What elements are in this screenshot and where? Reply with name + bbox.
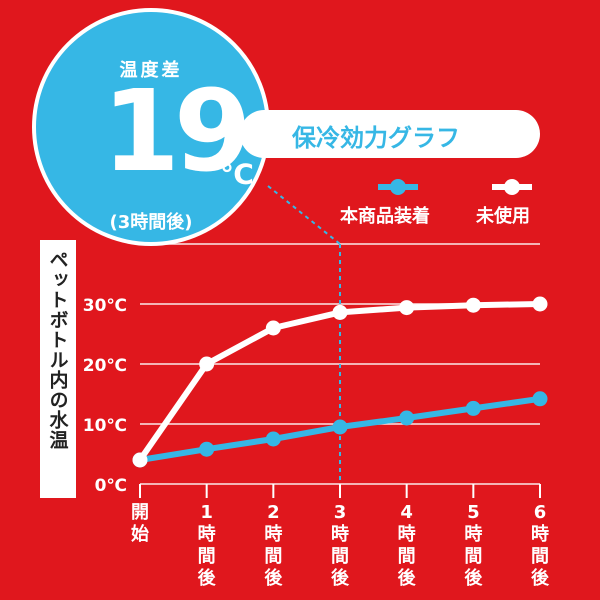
y-tick-label: 30℃ <box>83 296 127 316</box>
badge-label: 温度差 <box>119 60 183 81</box>
y-axis-label-box: ペットボトル内の水温 <box>40 240 76 498</box>
badge-value: 19 <box>102 67 252 197</box>
legend-dot-product <box>390 179 406 195</box>
data-point-1 <box>199 356 215 372</box>
data-point-1 <box>465 297 481 313</box>
x-tick-label: 4 時間後 <box>398 502 417 589</box>
y-tick-label: 20℃ <box>83 356 127 376</box>
x-tick-label: 6 時間後 <box>531 502 550 589</box>
legend-label-product: 本商品装着 <box>340 206 430 227</box>
x-tick-label: 開始 <box>131 502 149 545</box>
data-point-0 <box>399 410 415 426</box>
data-point-0 <box>332 419 348 435</box>
guide-line-diagonal <box>267 185 341 245</box>
data-point-0 <box>265 431 281 447</box>
data-point-1 <box>265 320 281 336</box>
x-tick-label: 2 時間後 <box>264 502 283 589</box>
y-axis-label: ペットボトル内の水温 <box>46 250 69 450</box>
data-point-0 <box>465 400 481 416</box>
badge-note: (3時間後) <box>109 212 193 233</box>
x-tick-label: 5 時間後 <box>464 502 483 589</box>
data-point-1 <box>332 304 348 320</box>
badge-unit: ℃ <box>220 158 254 191</box>
x-tick-label: 1 時間後 <box>198 502 217 589</box>
data-point-1 <box>532 296 548 312</box>
data-point-0 <box>199 441 215 457</box>
temperature-difference-badge: 温度差 19 ℃ (3時間後) <box>32 8 270 246</box>
data-point-1 <box>132 452 148 468</box>
y-tick-label: 10℃ <box>83 416 127 436</box>
data-point-0 <box>532 391 548 407</box>
chart-title-pill: 保冷効力グラフ <box>240 110 540 158</box>
legend-dot-unused <box>504 179 520 195</box>
data-point-1 <box>399 300 415 316</box>
legend-label-unused: 未使用 <box>476 206 530 227</box>
x-tick-label: 3 時間後 <box>331 502 350 589</box>
y-tick-label: 0℃ <box>95 476 127 496</box>
chart-title: 保冷効力グラフ <box>292 124 460 152</box>
